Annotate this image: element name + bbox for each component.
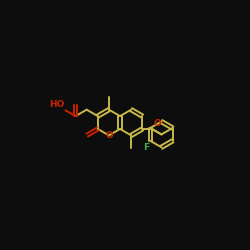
Text: F: F: [143, 143, 149, 152]
Text: O: O: [153, 119, 161, 128]
Text: O: O: [105, 131, 113, 140]
Text: HO: HO: [49, 100, 64, 109]
